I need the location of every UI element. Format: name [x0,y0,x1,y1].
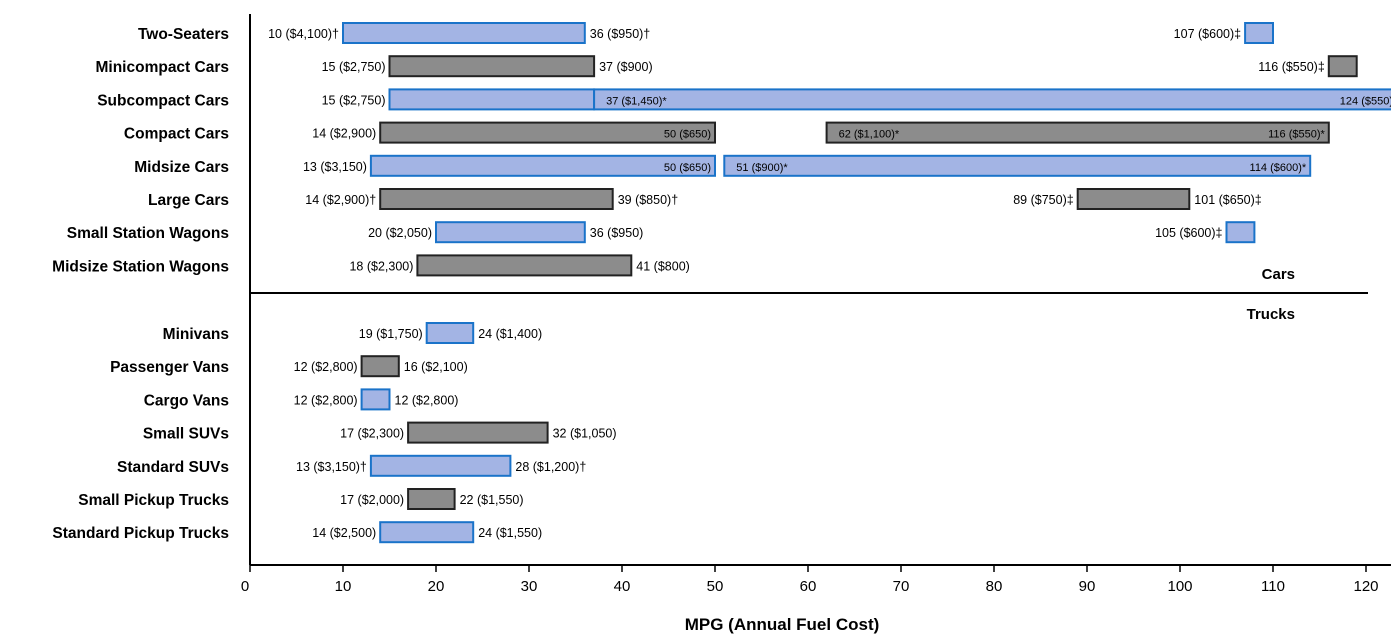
range-bar [425,322,475,344]
range-bar [416,254,633,277]
category-label: Standard Pickup Trucks [52,525,229,542]
range-bar [379,521,475,544]
category-label: Large Cars [148,192,229,209]
range-bar [435,221,586,244]
range-bar [1327,55,1358,78]
category-label: Compact Cars [124,126,229,143]
x-axis-ticks: 0 10 20 30 40 50 60 70 80 90 100 110 120 [241,565,1379,595]
range-start-label: 107 ($600)‡ [1174,27,1241,41]
x-tick-label: 90 [1079,578,1096,595]
range-start-label: 18 ($2,300) [349,259,413,273]
group-label-trucks: Trucks [1247,306,1295,323]
category-label: Cargo Vans [144,392,229,409]
range-start-label: 20 ($2,050) [368,226,432,240]
range-inner-end-label: 50 ($650) [664,162,711,174]
range-end-label: 28 ($1,200)† [515,460,586,474]
range-start-label: 14 ($2,900) [312,127,376,141]
range-end-label: 39 ($850)† [618,193,679,207]
range-bar [407,488,456,510]
range-bar [360,355,400,378]
range-start-label: 10 ($4,100)† [268,27,339,41]
x-tick-label: 60 [800,578,817,595]
range-inner-start-label: 51 ($900)* [736,162,788,174]
category-label: Small SUVs [143,426,229,443]
range-start-label: 17 ($2,300) [340,427,404,441]
range-bar [379,188,614,210]
range-bar [1244,22,1274,44]
range-end-label: 101 ($650)‡ [1194,193,1261,207]
range-bar [388,88,596,111]
range-start-label: 19 ($1,750) [359,327,423,341]
range-start-label: 17 ($2,000) [340,493,404,507]
range-end-label: 37 ($900) [599,60,653,74]
x-tick-label: 40 [614,578,631,595]
range-bar [723,154,1312,177]
x-axis-title: MPG (Annual Fuel Cost) [685,615,880,634]
range-inner-start-label: 37 ($1,450)* [606,95,667,107]
range-inner-end-label: 116 ($550)* [1268,129,1325,141]
range-end-label: 16 ($2,100) [404,360,468,374]
group-label-cars: Cars [1262,266,1295,283]
category-label: Standard SUVs [117,459,229,476]
range-start-label: 15 ($2,750) [322,93,386,107]
x-tick-label: 80 [986,578,1003,595]
range-end-label: 22 ($1,550) [460,493,524,507]
chart-frame [249,14,1391,566]
range-inner-end-label: 50 ($650) [664,129,711,141]
range-start-label: 13 ($3,150)† [296,460,367,474]
range-end-label: 24 ($1,550) [478,526,542,540]
category-label: Midsize Cars [134,159,229,176]
range-start-label: 105 ($600)‡ [1155,226,1222,240]
range-bar [379,121,716,144]
category-label: Small Station Wagons [67,225,229,242]
range-end-label: 24 ($1,400) [478,327,542,341]
range-start-label: 13 ($3,150) [303,160,367,174]
x-tick-label: 70 [893,578,910,595]
range-bar [825,121,1330,144]
category-label: Subcompact Cars [97,92,229,109]
range-start-label: 14 ($2,900)† [305,193,376,207]
x-tick-label: 100 [1167,578,1192,595]
x-tick-label: 0 [241,578,249,595]
category-label: Midsize Station Wagons [52,258,229,275]
range-start-label: 12 ($2,800) [294,360,358,374]
range-bar [407,421,549,444]
x-tick-label: 30 [521,578,538,595]
category-labels: Two-Seaters Minicompact Cars Subcompact Ca… [52,26,229,542]
range-inner-end-label: 114 ($600)* [1250,162,1307,174]
range-start-label: 15 ($2,750) [322,60,386,74]
x-tick-label: 50 [707,578,724,595]
range-bar [342,22,586,44]
range-inner-end-label: 124 ($550) [1340,95,1391,107]
range-start-label: 14 ($2,500) [312,526,376,540]
range-inner-start-label: 62 ($1,100)* [839,129,900,141]
range-start-label: 12 ($2,800) [294,393,358,407]
x-tick-label: 10 [335,578,352,595]
category-label: Minicompact Cars [95,59,229,76]
range-bars [342,22,1391,544]
range-end-label: 41 ($800) [636,259,690,273]
range-end-label: 32 ($1,050) [553,427,617,441]
range-end-label: 36 ($950)† [590,27,651,41]
range-start-label: 116 ($550)‡ [1258,60,1325,74]
range-bar [593,88,1391,111]
range-bar [360,388,391,411]
range-bar [369,454,512,477]
x-tick-label: 110 [1261,578,1285,595]
range-end-label: 36 ($950) [590,226,644,240]
range-bar [388,55,596,78]
category-label: Passenger Vans [110,359,229,376]
category-label: Minivans [163,326,229,343]
category-label: Small Pickup Trucks [78,492,229,509]
x-tick-label: 20 [428,578,445,595]
category-label: Two-Seaters [138,26,229,43]
range-bar [1225,221,1256,244]
range-end-label: 12 ($2,800) [395,393,459,407]
value-labels: 10 ($4,100)† 36 ($950)† 107 ($600)‡ 15 ($2,… [268,27,1391,540]
range-bar [1076,188,1191,210]
range-start-label: 89 ($750)‡ [1013,193,1074,207]
x-tick-label: 120 [1353,578,1378,595]
range-bar [369,154,716,177]
